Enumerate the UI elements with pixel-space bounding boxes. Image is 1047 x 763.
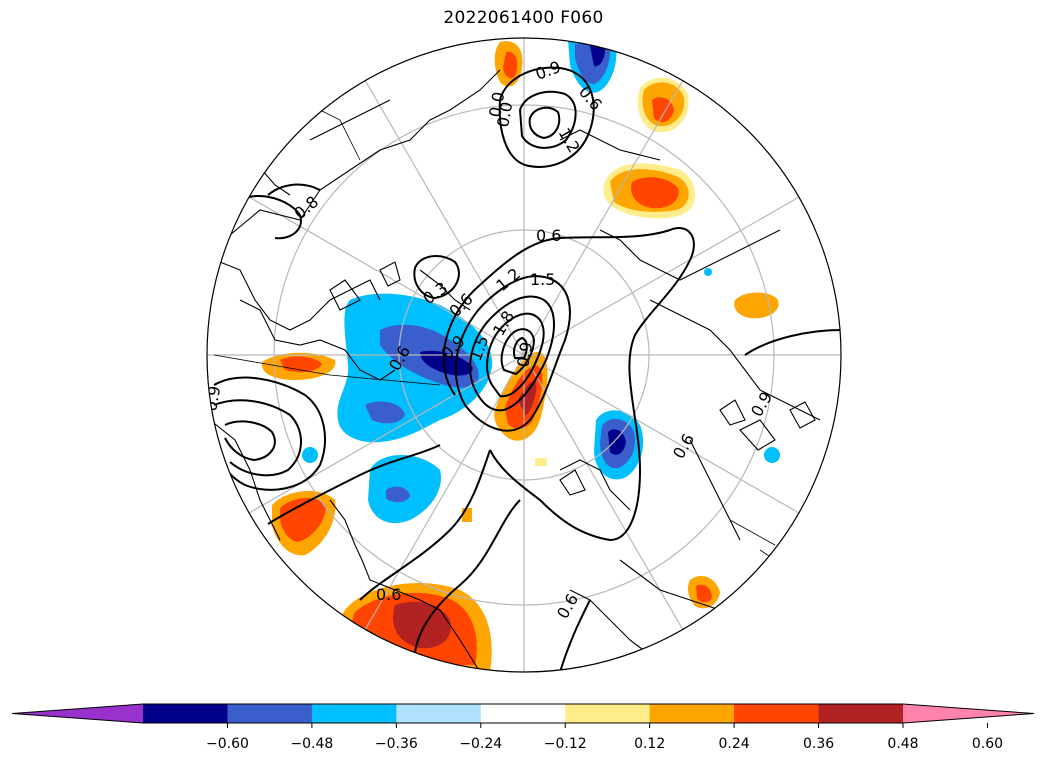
contour-label: 1.2 (555, 125, 584, 157)
contour-label: 0.9 (201, 384, 224, 412)
colorbar-segment (734, 704, 820, 723)
colorbar-segment (818, 704, 904, 723)
colorbar-tick-label: 0.48 (887, 736, 918, 752)
graticule (207, 38, 841, 672)
colorbar-tick-label: −0.24 (459, 736, 502, 752)
contour-label: 1.5 (530, 270, 555, 289)
colorbar-segment (227, 704, 313, 723)
colorbar-outline (11, 703, 1035, 724)
colorbar-segment (565, 704, 651, 723)
colorbar-segment (143, 704, 228, 723)
colorbar-tick-label: −0.60 (206, 736, 249, 752)
contour-label: 0.9 (513, 340, 536, 368)
colorbar-segment (311, 704, 397, 723)
contour-label: 0.6 (553, 590, 582, 622)
coastlines (209, 69, 821, 672)
colorbar-tick-label: 0.24 (719, 736, 750, 752)
contour-label: 0.6 (669, 430, 698, 462)
colorbar-tick-label: 0.12 (634, 736, 665, 752)
colorbar-segment (480, 704, 566, 723)
contour-label: 0.6 (536, 226, 561, 245)
map-frame (206, 37, 842, 673)
contour-label: 1.8 (489, 307, 518, 339)
colorbar-segment (396, 704, 482, 723)
colorbar-tick-label: −0.36 (375, 736, 418, 752)
colorbar-tick-label: 0.36 (803, 736, 834, 752)
map-title: 2022061400 F060 (443, 8, 604, 28)
colorbar-segment (649, 704, 735, 723)
colorbar: −0.60 −0.48 −0.36 −0.24 −0.12 0.12 0.24 0.36 0.4… (11, 703, 1035, 752)
colorbar-tick-label: 0.60 (972, 736, 1003, 752)
colorbar-tick-label: −0.12 (544, 736, 587, 752)
colorbar-extend-max (903, 704, 1034, 723)
contour-label: 0.9 (747, 388, 776, 420)
contour-label: 0.0 (493, 100, 516, 128)
colorbar-tick-label: −0.48 (290, 736, 333, 752)
contour-label: 0.9 (533, 57, 563, 84)
colorbar-extend-min (12, 704, 143, 723)
contour-label: 0.0 (485, 90, 508, 118)
contour-label: 0.6 (376, 585, 401, 604)
